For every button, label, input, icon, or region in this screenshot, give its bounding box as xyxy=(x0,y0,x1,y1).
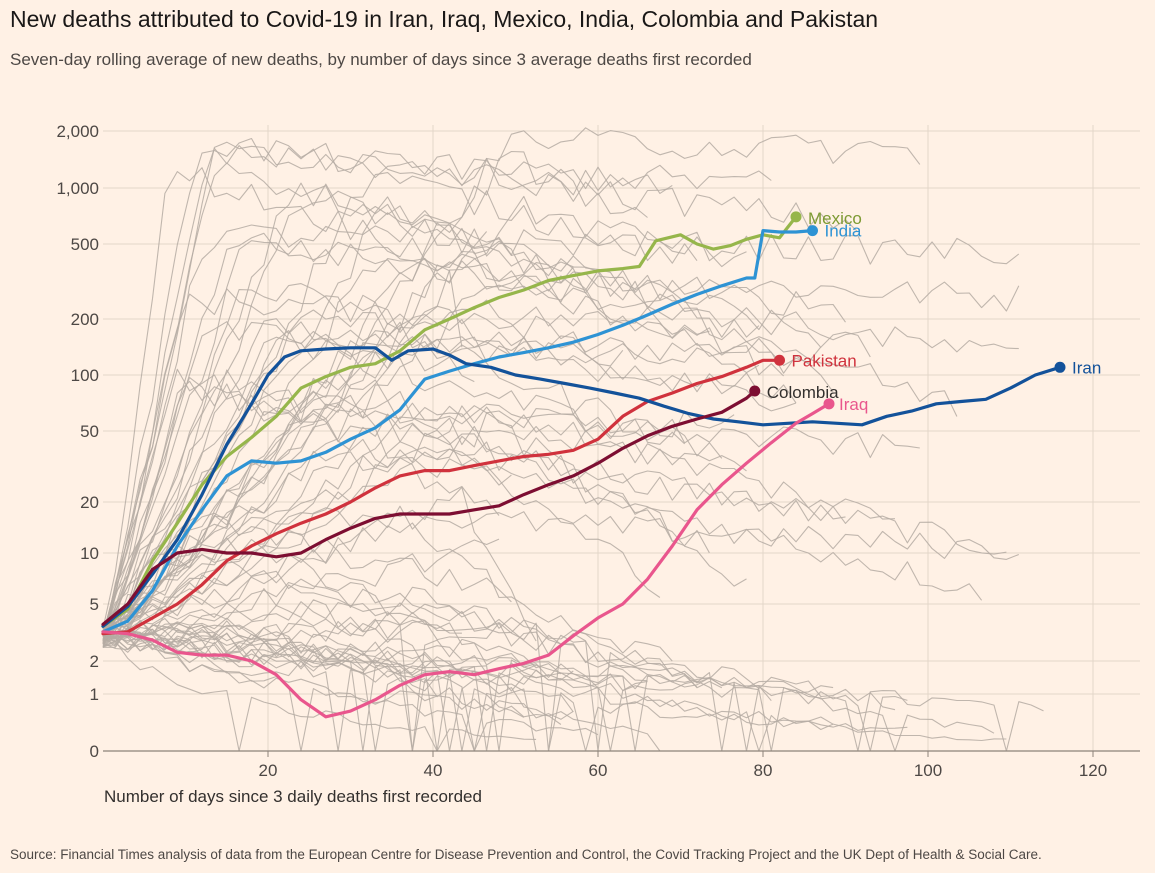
background-series-line xyxy=(102,586,698,688)
background-series-line xyxy=(102,505,1020,645)
background-series-line xyxy=(102,369,500,628)
y-tick-label: 1,000 xyxy=(56,179,99,198)
background-series-line xyxy=(102,318,475,644)
y-tick-label: 200 xyxy=(71,310,99,329)
series-label-pakistan: Pakistan xyxy=(792,351,857,370)
series-end-marker-pakistan xyxy=(774,354,785,366)
background-series-line xyxy=(102,632,908,752)
series-label-india: India xyxy=(825,222,862,241)
background-series-line xyxy=(102,150,648,638)
series-line-mexico xyxy=(101,215,798,628)
background-series-line xyxy=(102,632,599,752)
y-tick-label: 10 xyxy=(80,544,99,563)
series-end-marker-colombia xyxy=(749,385,761,397)
background-series-line xyxy=(102,636,562,725)
series-end-marker-india xyxy=(807,225,818,237)
y-tick-label: 1 xyxy=(90,685,99,704)
series-label-mexico: Mexico xyxy=(808,209,862,228)
y-tick-label: 0 xyxy=(90,742,99,761)
y-tick-label: 20 xyxy=(80,493,99,512)
background-series-line xyxy=(102,141,673,635)
background-series-line xyxy=(102,167,834,629)
series-line-iraq xyxy=(101,402,831,719)
chart-subtitle: Seven-day rolling average of new deaths,… xyxy=(10,50,752,69)
background-series-line xyxy=(102,632,834,752)
background-series-line xyxy=(102,380,920,642)
series-label-iran: Iran xyxy=(1072,358,1101,377)
background-series-line xyxy=(102,196,958,638)
background-series-line xyxy=(102,336,797,641)
background-series-line xyxy=(102,412,896,644)
background-series-line xyxy=(102,162,760,637)
x-axis-label: Number of days since 3 daily deaths firs… xyxy=(104,787,482,806)
background-series-line xyxy=(102,127,921,643)
background-series-line xyxy=(102,538,500,638)
background-series-line xyxy=(102,405,747,646)
x-tick-label: 120 xyxy=(1079,761,1107,780)
background-series-line xyxy=(102,633,525,752)
series-end-marker-iraq xyxy=(823,398,835,410)
y-tick-label: 2 xyxy=(90,652,99,671)
series-line-india xyxy=(101,229,815,634)
y-tick-label: 2,000 xyxy=(56,122,99,141)
x-tick-label: 80 xyxy=(754,761,773,780)
background-series-line xyxy=(102,172,698,633)
background-series-line xyxy=(102,190,871,642)
background-series-line xyxy=(102,584,562,675)
background-series-line xyxy=(102,299,624,647)
background-series-line xyxy=(102,537,772,702)
series-label-colombia: Colombia xyxy=(767,383,839,402)
chart-title: New deaths attributed to Covid-19 in Ira… xyxy=(10,6,879,32)
background-series-line xyxy=(102,224,1020,633)
source-note: Source: Financial Times analysis of data… xyxy=(10,847,1042,862)
background-series-line xyxy=(102,195,747,644)
background-series-line xyxy=(102,368,747,637)
series-line-pakistan xyxy=(101,358,782,636)
background-series-line xyxy=(102,636,574,720)
background-series-line xyxy=(102,137,859,643)
background-series-line xyxy=(102,264,463,635)
series-label-iraq: Iraq xyxy=(839,395,868,414)
background-series-line xyxy=(102,258,1020,640)
series-line-iran xyxy=(101,346,1062,628)
background-series-line xyxy=(102,182,574,636)
background-series-line xyxy=(102,330,822,633)
x-tick-label: 60 xyxy=(589,761,608,780)
y-tick-label: 50 xyxy=(80,422,99,441)
background-series-line xyxy=(102,405,735,640)
series-end-marker-iran xyxy=(1054,361,1066,373)
series-line-colombia xyxy=(101,389,757,626)
series-end-marker-mexico xyxy=(790,211,802,223)
y-tick-label: 5 xyxy=(90,595,99,614)
x-tick-label: 100 xyxy=(914,761,942,780)
background-series-line xyxy=(102,232,1019,628)
background-series-line xyxy=(102,628,648,752)
background-series-line xyxy=(102,404,983,629)
background-series-line xyxy=(102,522,723,689)
x-tick-label: 40 xyxy=(424,761,443,780)
background-series-line xyxy=(102,617,574,752)
y-tick-label: 100 xyxy=(71,366,99,385)
y-tick-label: 500 xyxy=(71,235,99,254)
background-series-line xyxy=(102,486,537,642)
background-series-line xyxy=(102,321,760,641)
background-country-lines xyxy=(102,127,1044,752)
background-series-line xyxy=(102,620,896,711)
x-tick-label: 20 xyxy=(259,761,278,780)
background-series-line xyxy=(102,450,512,642)
